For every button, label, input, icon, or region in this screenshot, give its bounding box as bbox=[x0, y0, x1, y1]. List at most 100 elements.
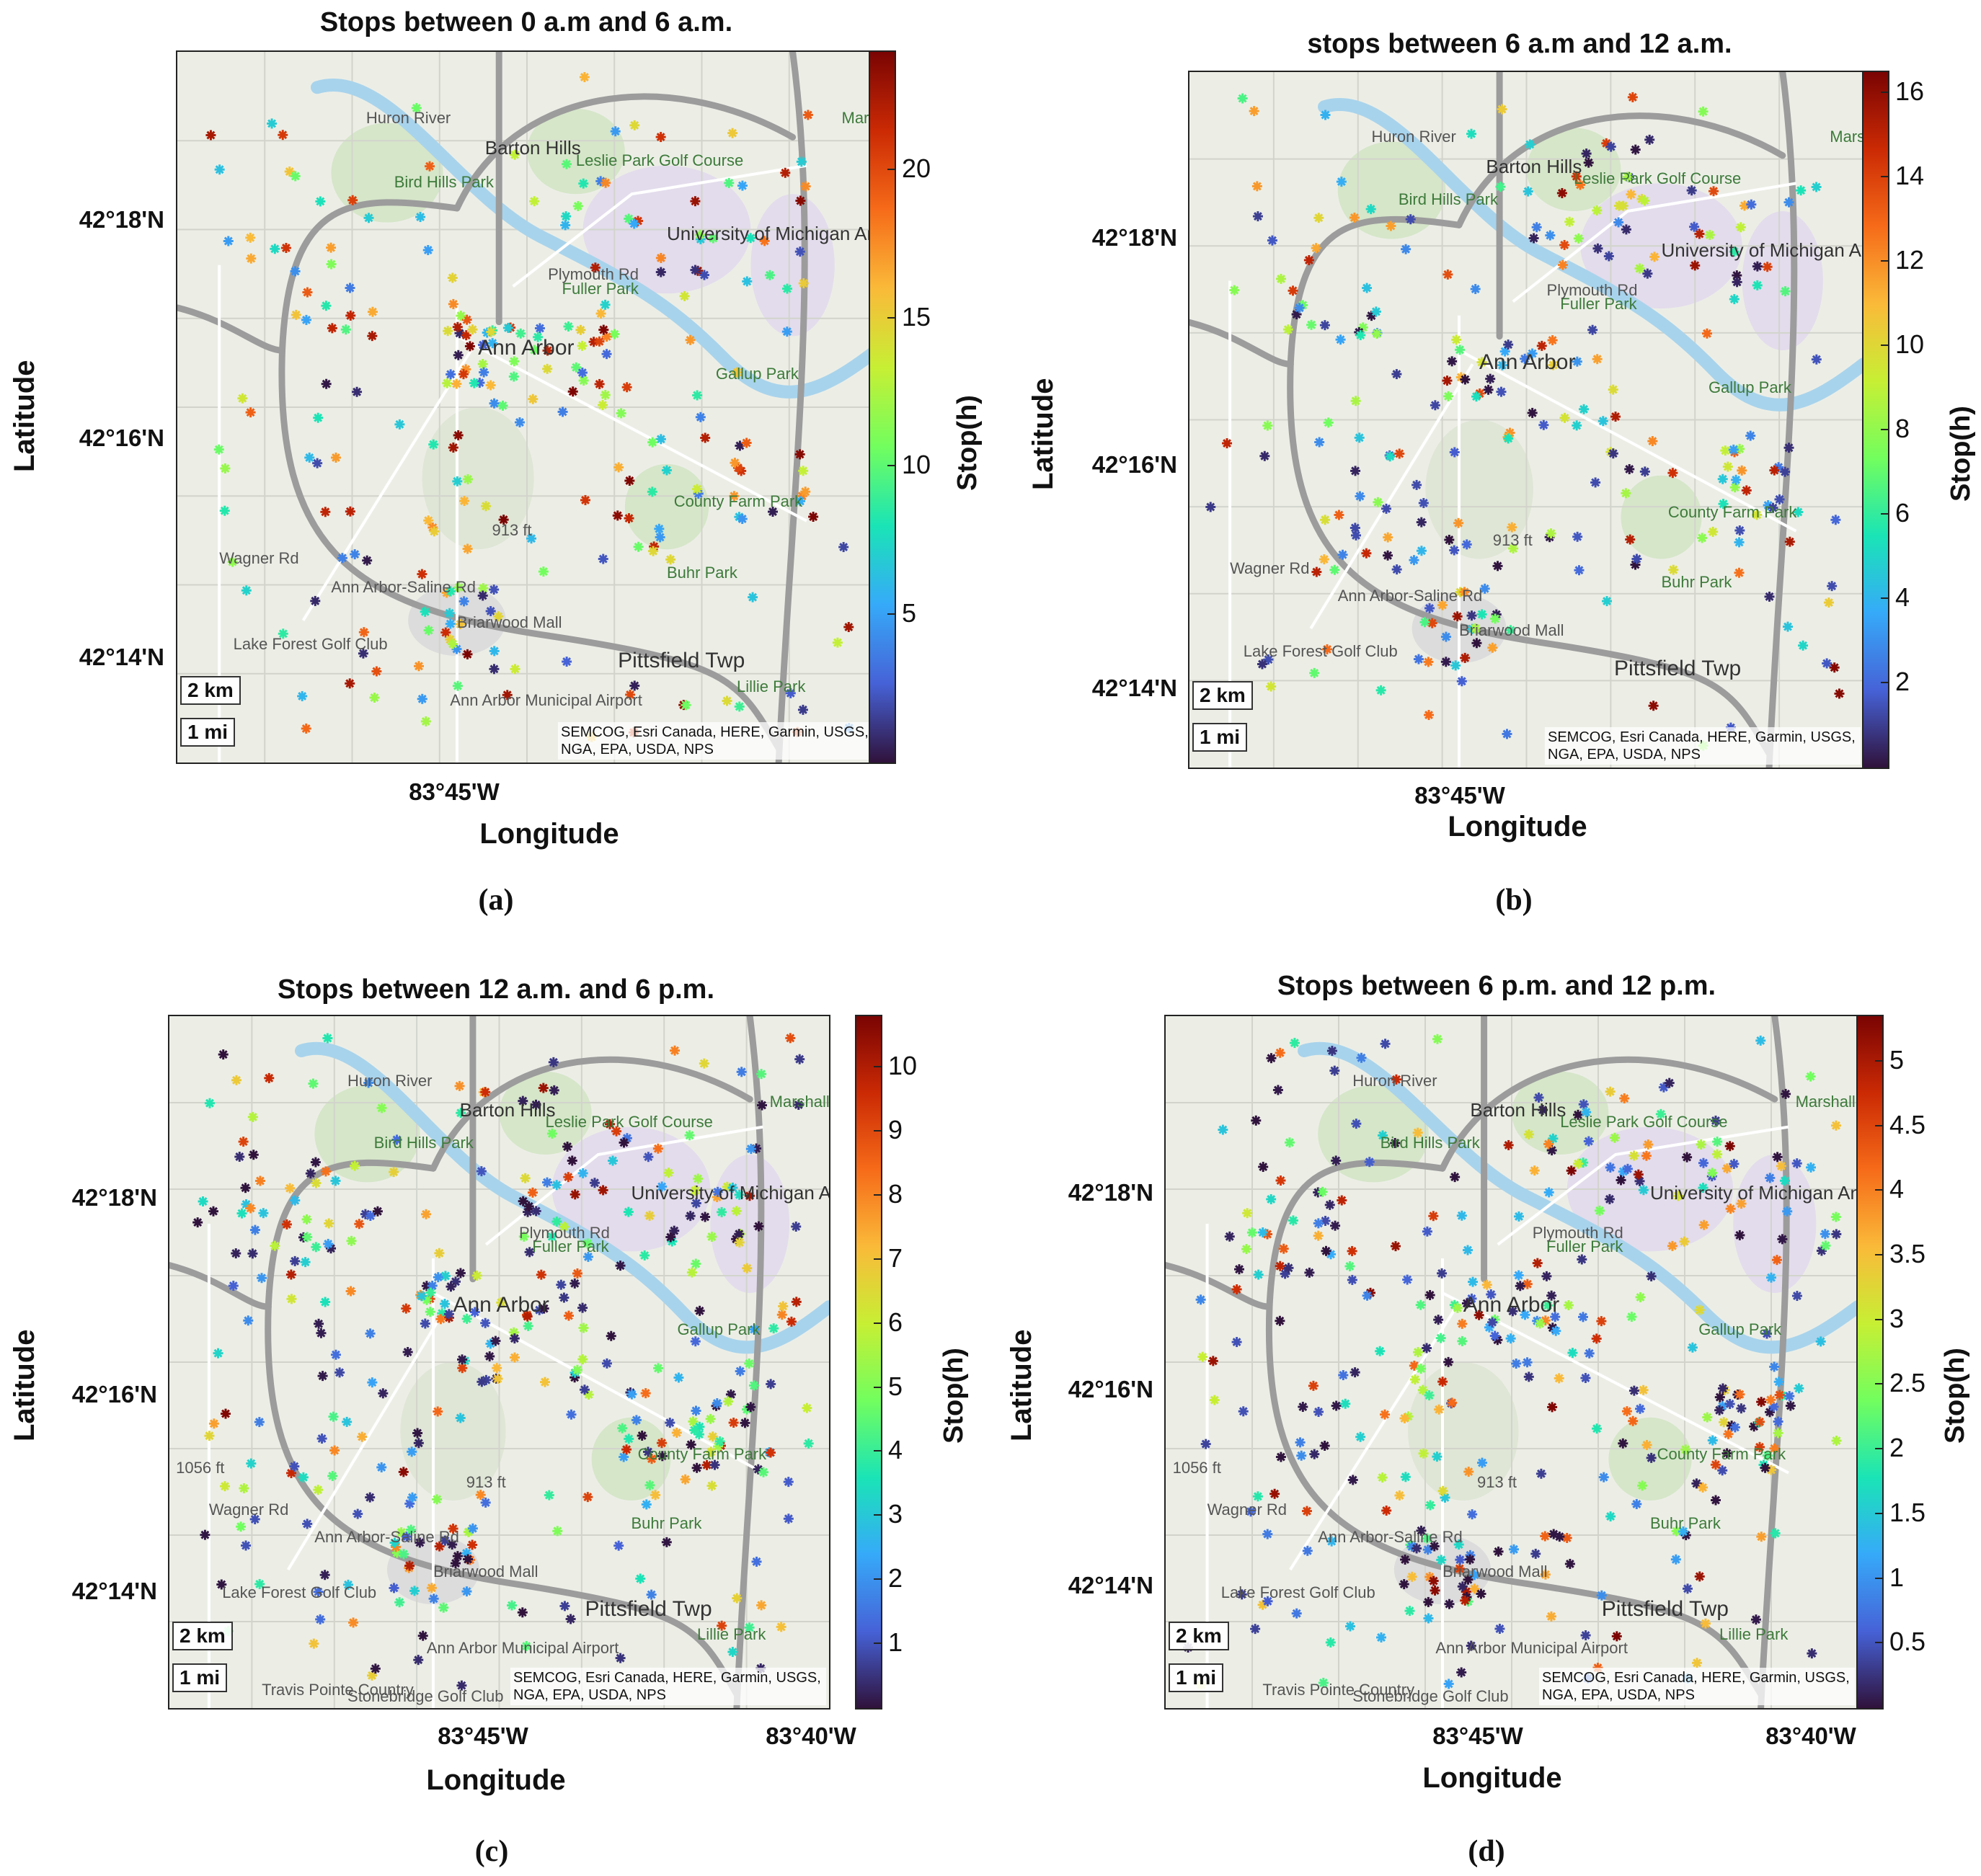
stop-marker bbox=[563, 321, 574, 332]
colorbar bbox=[1856, 1015, 1884, 1710]
highway-94 bbox=[169, 1262, 272, 1310]
stop-marker bbox=[1572, 1109, 1583, 1120]
colorbar-tick bbox=[1881, 176, 1888, 178]
stop-marker bbox=[652, 1143, 663, 1154]
stop-marker bbox=[1626, 1312, 1637, 1322]
stop-marker bbox=[227, 556, 238, 567]
stop-marker bbox=[1641, 1439, 1652, 1450]
stop-marker bbox=[1380, 1039, 1391, 1049]
stop-marker bbox=[1765, 1173, 1776, 1183]
stop-marker bbox=[1320, 515, 1331, 525]
stop-marker bbox=[1326, 1046, 1337, 1057]
park-area bbox=[331, 123, 443, 223]
y-tick-label: 42°14'N bbox=[1091, 675, 1177, 701]
stop-marker bbox=[751, 1556, 762, 1567]
stop-marker bbox=[624, 1433, 634, 1444]
stop-marker bbox=[1513, 1211, 1524, 1222]
basemap[interactable]: Barton Hills Leslie Park Golf Course Bird … bbox=[176, 50, 878, 764]
colorbar-tick bbox=[1881, 429, 1888, 431]
basemap[interactable]: Barton Hills Leslie Park Golf Course Bird … bbox=[168, 1015, 830, 1710]
colorbar-tick-label: 4.5 bbox=[1889, 1109, 1926, 1139]
stop-marker bbox=[582, 1238, 593, 1249]
stop-marker bbox=[446, 369, 456, 380]
stop-marker bbox=[690, 1336, 701, 1347]
stop-marker bbox=[443, 1309, 454, 1320]
stop-marker bbox=[376, 1103, 387, 1113]
stop-marker bbox=[1428, 1575, 1439, 1586]
stop-marker bbox=[1729, 246, 1740, 257]
map-label: Ann Arbor Municipal Airport bbox=[426, 1639, 619, 1657]
stop-marker bbox=[665, 1418, 675, 1428]
stop-marker bbox=[406, 1524, 417, 1535]
stop-marker bbox=[1679, 1236, 1690, 1247]
map-label: Lillie Park bbox=[737, 677, 806, 695]
stop-marker bbox=[1717, 1383, 1728, 1394]
stop-marker bbox=[376, 1462, 387, 1472]
stop-marker bbox=[1628, 1385, 1639, 1396]
stop-marker bbox=[685, 1211, 696, 1222]
stop-marker bbox=[575, 324, 586, 335]
stop-marker bbox=[435, 1314, 446, 1325]
stop-marker bbox=[1559, 412, 1570, 423]
stop-marker bbox=[314, 1318, 324, 1329]
stop-marker bbox=[1442, 269, 1453, 280]
stop-marker bbox=[320, 507, 331, 517]
basemap[interactable]: Barton Hills Leslie Park Golf Course Bird … bbox=[1188, 71, 1865, 769]
map-label: Leslie Park Golf Course bbox=[545, 1113, 713, 1132]
stop-marker bbox=[502, 322, 513, 333]
stop-marker bbox=[1783, 443, 1794, 453]
map-svg bbox=[1166, 1016, 1858, 1708]
stop-marker bbox=[1546, 1290, 1557, 1301]
colorbar-tick-label: 2 bbox=[888, 1563, 903, 1593]
y-axis-label: Latitude bbox=[1006, 1329, 1037, 1441]
stop-marker bbox=[791, 1297, 802, 1307]
colorbar-tick bbox=[1875, 1189, 1882, 1191]
stop-marker bbox=[681, 700, 691, 711]
stop-marker bbox=[685, 334, 696, 345]
stop-marker bbox=[467, 1539, 478, 1550]
stop-marker bbox=[1437, 600, 1448, 610]
stop-marker bbox=[572, 200, 583, 211]
map-label: Mars Pa bbox=[1830, 128, 1865, 146]
stop-marker bbox=[691, 1198, 701, 1209]
stop-marker bbox=[1807, 1648, 1817, 1659]
stop-marker bbox=[1231, 1337, 1242, 1348]
y-tick-label: 42°18'N bbox=[1068, 1179, 1153, 1206]
stop-marker bbox=[644, 1210, 655, 1221]
map-label: Plymouth Rd bbox=[1546, 280, 1638, 299]
stop-marker bbox=[1355, 330, 1366, 341]
stop-marker bbox=[1476, 1588, 1486, 1599]
stop-marker bbox=[1543, 1300, 1554, 1311]
stop-marker bbox=[1791, 1158, 1802, 1169]
stop-marker bbox=[1453, 517, 1464, 528]
stop-marker bbox=[1494, 1623, 1505, 1634]
stop-marker bbox=[598, 399, 608, 410]
stop-marker bbox=[1304, 1267, 1315, 1278]
map-label: Buhr Park bbox=[1661, 572, 1732, 591]
stop-marker bbox=[1365, 204, 1376, 215]
panel-caption: (a) bbox=[478, 884, 514, 917]
stop-marker bbox=[613, 462, 624, 473]
park-area bbox=[1318, 1085, 1429, 1183]
stop-marker bbox=[656, 1438, 667, 1449]
stop-marker bbox=[198, 1196, 208, 1207]
stop-marker bbox=[317, 1371, 328, 1382]
stop-marker bbox=[1331, 1155, 1342, 1166]
x-tick-label: 83°45'W bbox=[409, 778, 500, 805]
stop-marker bbox=[421, 1209, 432, 1219]
stop-marker bbox=[1432, 1452, 1442, 1462]
stop-marker bbox=[1233, 1264, 1244, 1275]
stop-marker bbox=[308, 1078, 319, 1089]
stop-marker bbox=[1237, 93, 1248, 104]
stop-marker bbox=[515, 328, 526, 339]
stop-marker bbox=[542, 1177, 553, 1188]
stop-marker bbox=[398, 1467, 409, 1477]
basemap[interactable]: Barton Hills Leslie Park Golf Course Bird … bbox=[1164, 1015, 1859, 1710]
saline-road bbox=[286, 1306, 448, 1571]
stop-marker bbox=[749, 1324, 760, 1335]
stop-marker bbox=[1424, 710, 1435, 721]
x-tick-label: 83°40'W bbox=[766, 1722, 856, 1749]
colorbar-tick bbox=[1875, 1577, 1882, 1579]
stop-marker bbox=[1655, 1108, 1666, 1119]
stop-marker bbox=[1572, 420, 1582, 431]
